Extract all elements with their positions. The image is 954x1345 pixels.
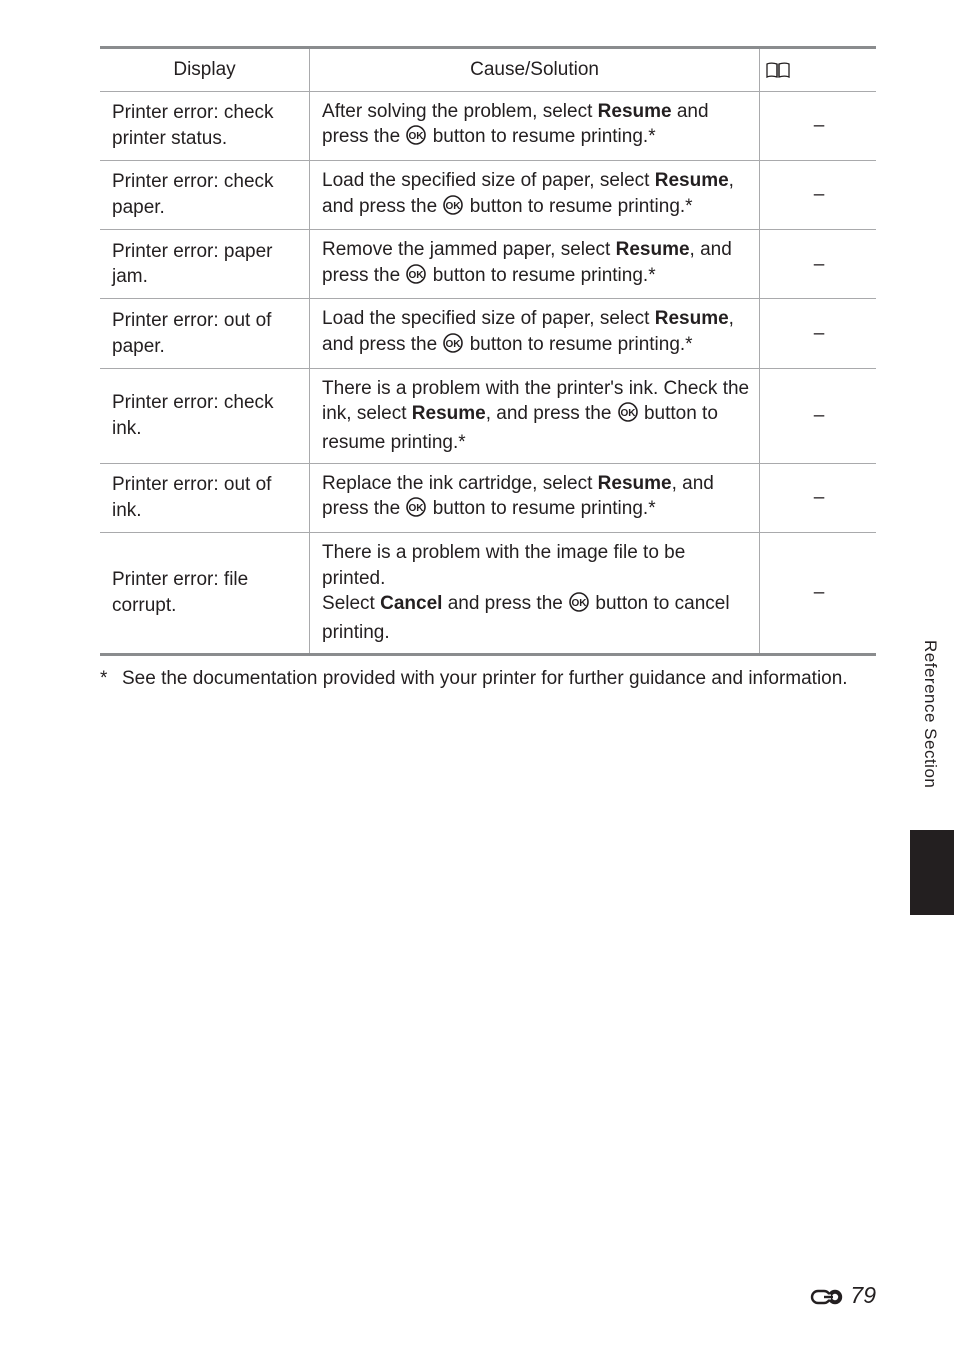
ok-button-icon: OK	[406, 125, 426, 153]
book-open-icon	[766, 62, 870, 78]
cell-display: Printer error: out of ink.	[100, 463, 310, 532]
cell-display: Printer error: file corrupt.	[100, 532, 310, 654]
table-row: Printer error: check paper.Load the spec…	[100, 160, 876, 229]
cell-cause-solution: After solving the problem, select Resume…	[310, 91, 760, 160]
section-side-tab: Reference Section	[906, 640, 954, 920]
action-keyword: Resume	[616, 239, 690, 260]
ok-button-icon: OK	[443, 195, 463, 223]
action-keyword: Resume	[655, 308, 729, 329]
ok-button-icon: OK	[406, 264, 426, 292]
svg-text:OK: OK	[572, 598, 588, 609]
col-header-display: Display	[100, 48, 310, 92]
cell-reference: –	[760, 463, 876, 532]
page-number: 79	[850, 1282, 876, 1309]
cell-reference: –	[760, 91, 876, 160]
cell-cause-solution: Replace the ink cartridge, select Resume…	[310, 463, 760, 532]
action-keyword: Cancel	[380, 593, 442, 614]
side-tab-marker-block	[910, 830, 954, 915]
action-keyword: Resume	[412, 403, 486, 424]
ok-button-icon: OK	[406, 497, 426, 525]
cell-cause-solution: Remove the jammed paper, select Resume, …	[310, 230, 760, 299]
action-keyword: Resume	[655, 170, 729, 191]
cell-reference: –	[760, 230, 876, 299]
footer-link-icon	[806, 1283, 846, 1309]
table-row: Printer error: paper jam.Remove the jamm…	[100, 230, 876, 299]
svg-text:OK: OK	[409, 131, 425, 142]
error-messages-table: Display Cause/Solution Printer error: ch…	[100, 46, 876, 656]
table-row: Printer error: check ink.There is a prob…	[100, 368, 876, 463]
side-tab-label: Reference Section	[920, 640, 940, 815]
cell-display: Printer error: check ink.	[100, 368, 310, 463]
cell-reference: –	[760, 368, 876, 463]
page-footer: 79	[806, 1282, 876, 1309]
footnote-marker: *	[100, 666, 107, 692]
table-row: Printer error: check printer status.Afte…	[100, 91, 876, 160]
svg-text:OK: OK	[446, 339, 462, 350]
svg-text:OK: OK	[620, 408, 636, 419]
cell-display: Printer error: check paper.	[100, 160, 310, 229]
table-row: Printer error: file corrupt.There is a p…	[100, 532, 876, 654]
cell-display: Printer error: out of paper.	[100, 299, 310, 368]
svg-text:OK: OK	[446, 201, 462, 212]
ok-button-icon: OK	[569, 592, 589, 620]
action-keyword: Resume	[598, 473, 672, 494]
cell-cause-solution: There is a problem with the image file t…	[310, 532, 760, 654]
footnote: * See the documentation provided with yo…	[100, 666, 876, 692]
cell-reference: –	[760, 532, 876, 654]
col-header-reference	[760, 48, 876, 92]
cell-cause-solution: Load the specified size of paper, select…	[310, 160, 760, 229]
cell-cause-solution: There is a problem with the printer's in…	[310, 368, 760, 463]
ok-button-icon: OK	[443, 333, 463, 361]
action-keyword: Resume	[598, 101, 672, 122]
svg-text:OK: OK	[409, 270, 425, 281]
cell-display: Printer error: check printer status.	[100, 91, 310, 160]
col-header-cause: Cause/Solution	[310, 48, 760, 92]
cell-reference: –	[760, 160, 876, 229]
ok-button-icon: OK	[618, 402, 638, 430]
table-row: Printer error: out of ink.Replace the in…	[100, 463, 876, 532]
cell-cause-solution: Load the specified size of paper, select…	[310, 299, 760, 368]
cell-reference: –	[760, 299, 876, 368]
cell-display: Printer error: paper jam.	[100, 230, 310, 299]
table-row: Printer error: out of paper.Load the spe…	[100, 299, 876, 368]
svg-text:OK: OK	[409, 503, 425, 514]
footnote-text: See the documentation provided with your…	[122, 668, 848, 689]
table-header-row: Display Cause/Solution	[100, 48, 876, 92]
